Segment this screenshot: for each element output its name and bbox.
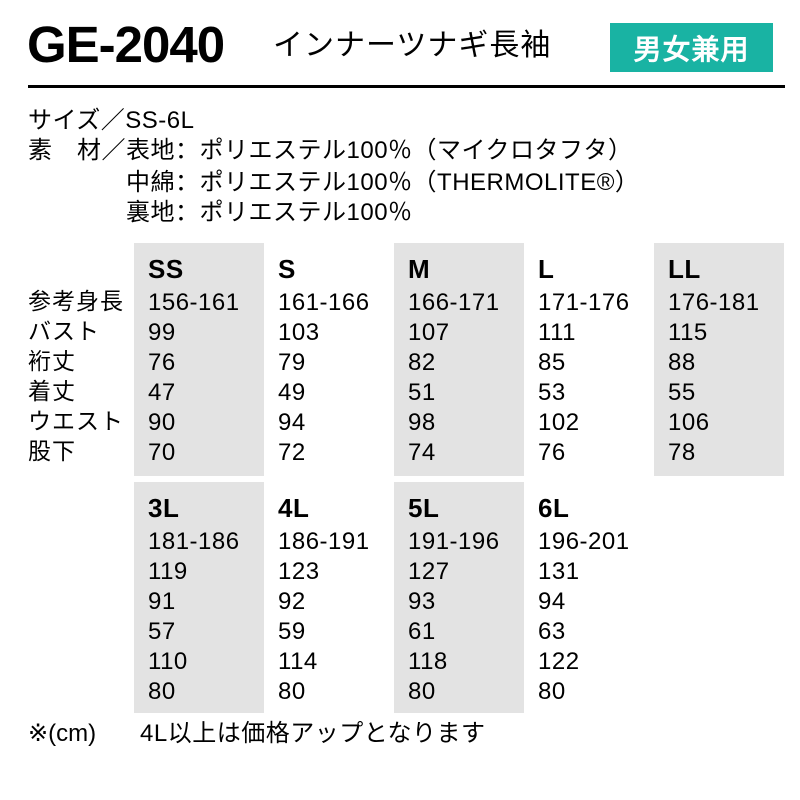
size-cell: 63	[538, 618, 566, 645]
size-cell: 79	[278, 349, 306, 376]
size-header: 3L	[148, 493, 180, 523]
unisex-badge: 男女兼用	[610, 23, 773, 72]
size-column-m: M 166-171 107 82 51 98 74	[394, 243, 524, 476]
row-label-sleeve: 裄丈	[28, 348, 76, 374]
product-code: GE-2040	[27, 16, 225, 73]
size-cell: 70	[148, 439, 176, 466]
size-cell: 171-176	[538, 289, 630, 316]
size-cell: 47	[148, 379, 176, 406]
size-cell: 55	[668, 379, 696, 406]
size-cell: 166-171	[408, 289, 500, 316]
size-column-3l: 3L 181-186 119 91 57 110 80	[134, 482, 264, 713]
size-cell: 80	[278, 678, 306, 705]
size-cell: 74	[408, 439, 436, 466]
size-cell: 191-196	[408, 528, 500, 555]
size-cell: 99	[148, 319, 176, 346]
size-cell: 123	[278, 558, 320, 585]
size-cell: 107	[408, 319, 450, 346]
size-cell: 127	[408, 558, 450, 585]
size-cell: 114	[278, 648, 318, 675]
size-cell: 161-166	[278, 289, 370, 316]
size-cell: 94	[278, 409, 306, 436]
material-outer-line: 素 材／表地：ポリエステル100％（マイクロタフタ）	[28, 137, 633, 164]
size-range-line: サイズ／SS-6L	[28, 107, 195, 134]
size-cell: 156-161	[148, 289, 240, 316]
product-name: インナーツナギ長袖	[273, 29, 552, 62]
row-label-height: 参考身長	[28, 288, 124, 314]
size-cell: 80	[148, 678, 176, 705]
row-label-bust: バスト	[28, 318, 100, 344]
measurement-row-labels: 参考身長 バスト 裄丈 着丈 ウエスト 股下	[28, 286, 134, 466]
row-label-inseam: 股下	[28, 438, 76, 464]
size-header: M	[408, 254, 431, 284]
size-cell: 49	[278, 379, 306, 406]
size-cell: 80	[408, 678, 436, 705]
size-header: 4L	[278, 493, 310, 523]
size-header: SS	[148, 254, 184, 284]
size-header: 5L	[408, 493, 440, 523]
size-cell: 196-201	[538, 528, 630, 555]
size-cell: 118	[408, 648, 448, 675]
size-table-primary: SS 156-161 99 76 47 90 70 S 161-166 103 …	[134, 243, 784, 476]
size-header: L	[538, 254, 555, 284]
size-cell: 102	[538, 409, 580, 436]
size-cell: 82	[408, 349, 436, 376]
size-cell: 59	[278, 618, 306, 645]
size-cell: 110	[148, 648, 188, 675]
size-cell: 103	[278, 319, 320, 346]
size-cell: 115	[668, 319, 708, 346]
size-cell: 92	[278, 588, 306, 615]
header-divider	[28, 85, 785, 88]
size-table-extended: 3L 181-186 119 91 57 110 80 4L 186-191 1…	[134, 482, 654, 713]
size-cell: 181-186	[148, 528, 240, 555]
size-cell: 57	[148, 618, 176, 645]
row-label-body-length: 着丈	[28, 378, 76, 404]
size-column-4l: 4L 186-191 123 92 59 114 80	[264, 482, 394, 713]
size-cell: 111	[538, 319, 576, 346]
size-column-ll: LL 176-181 115 88 55 106 78	[654, 243, 784, 476]
material-padding-line: 中綿：ポリエステル100％（THERMOLITE®）	[126, 169, 640, 196]
size-column-6l: 6L 196-201 131 94 63 122 80	[524, 482, 654, 713]
size-cell: 176-181	[668, 289, 760, 316]
size-column-5l: 5L 191-196 127 93 61 118 80	[394, 482, 524, 713]
size-cell: 76	[148, 349, 176, 376]
size-cell: 94	[538, 588, 566, 615]
size-cell: 53	[538, 379, 566, 406]
size-header: 6L	[538, 493, 570, 523]
size-cell: 98	[408, 409, 436, 436]
size-cell: 78	[668, 439, 696, 466]
size-cell: 106	[668, 409, 710, 436]
size-cell: 80	[538, 678, 566, 705]
size-cell: 51	[408, 379, 436, 406]
row-label-waist: ウエスト	[28, 408, 124, 434]
size-cell: 186-191	[278, 528, 370, 555]
size-column-ss: SS 156-161 99 76 47 90 70	[134, 243, 264, 476]
size-header: S	[278, 254, 296, 284]
material-lining-line: 裏地：ポリエステル100％	[126, 199, 413, 226]
size-cell: 76	[538, 439, 566, 466]
size-cell: 72	[278, 439, 306, 466]
size-cell: 91	[148, 588, 176, 615]
size-cell: 90	[148, 409, 176, 436]
size-cell: 119	[148, 558, 188, 585]
price-note: 4L以上は価格アップとなります	[140, 720, 486, 747]
size-cell: 61	[408, 618, 436, 645]
size-header: LL	[668, 254, 701, 284]
size-column-s: S 161-166 103 79 49 94 72	[264, 243, 394, 476]
unit-note: ※(cm)	[28, 720, 97, 747]
size-cell: 131	[538, 558, 580, 585]
size-cell: 88	[668, 349, 696, 376]
size-column-l: L 171-176 111 85 53 102 76	[524, 243, 654, 476]
size-cell: 93	[408, 588, 436, 615]
size-cell: 85	[538, 349, 566, 376]
size-cell: 122	[538, 648, 580, 675]
